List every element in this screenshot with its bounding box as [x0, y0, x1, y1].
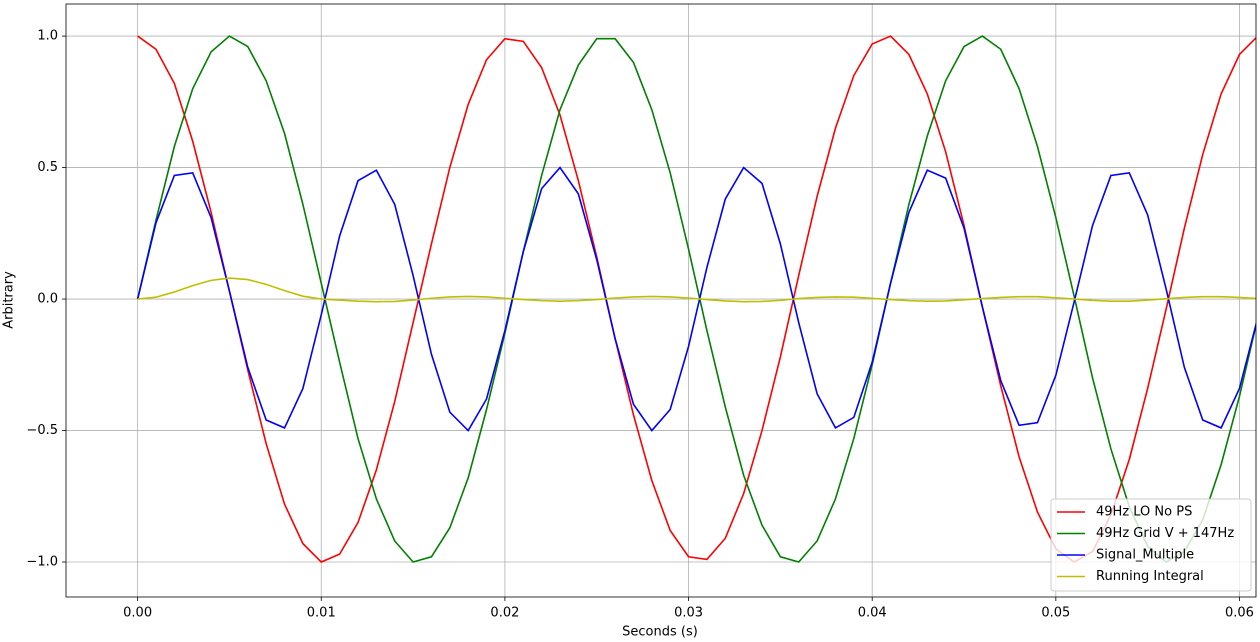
- series-line: [136, 35, 1256, 563]
- x-tick-label: 0.03: [674, 606, 703, 621]
- x-tick-label: 0.05: [1041, 606, 1070, 621]
- y-tick-label: −0.5: [26, 423, 58, 438]
- legend-label: 49Hz Grid V + 147Hz: [1096, 526, 1234, 541]
- x-tick-label: 0.01: [307, 606, 336, 621]
- legend-label: 49Hz LO No PS: [1096, 505, 1192, 520]
- y-axis-label: Arbitrary: [2, 271, 17, 329]
- y-tick-label: −1.0: [26, 555, 58, 570]
- x-axis-label: Seconds (s): [622, 625, 698, 640]
- x-tick-label: 0.00: [123, 606, 152, 621]
- legend-box: [1050, 498, 1252, 592]
- series-line: [137, 277, 1256, 303]
- legend-label: Running Integral: [1096, 569, 1204, 584]
- x-tick-label: 0.06: [1225, 606, 1254, 621]
- y-tick-label: 1.0: [37, 29, 58, 44]
- series-line: [136, 166, 1256, 432]
- x-tick-label: 0.02: [490, 606, 519, 621]
- y-tick-label: 0.5: [37, 160, 58, 175]
- x-tick-label: 0.04: [858, 606, 887, 621]
- plot-frame: [65, 3, 1257, 598]
- legend-label: Signal_Multiple: [1096, 548, 1194, 563]
- y-tick-label: 0.0: [37, 292, 58, 307]
